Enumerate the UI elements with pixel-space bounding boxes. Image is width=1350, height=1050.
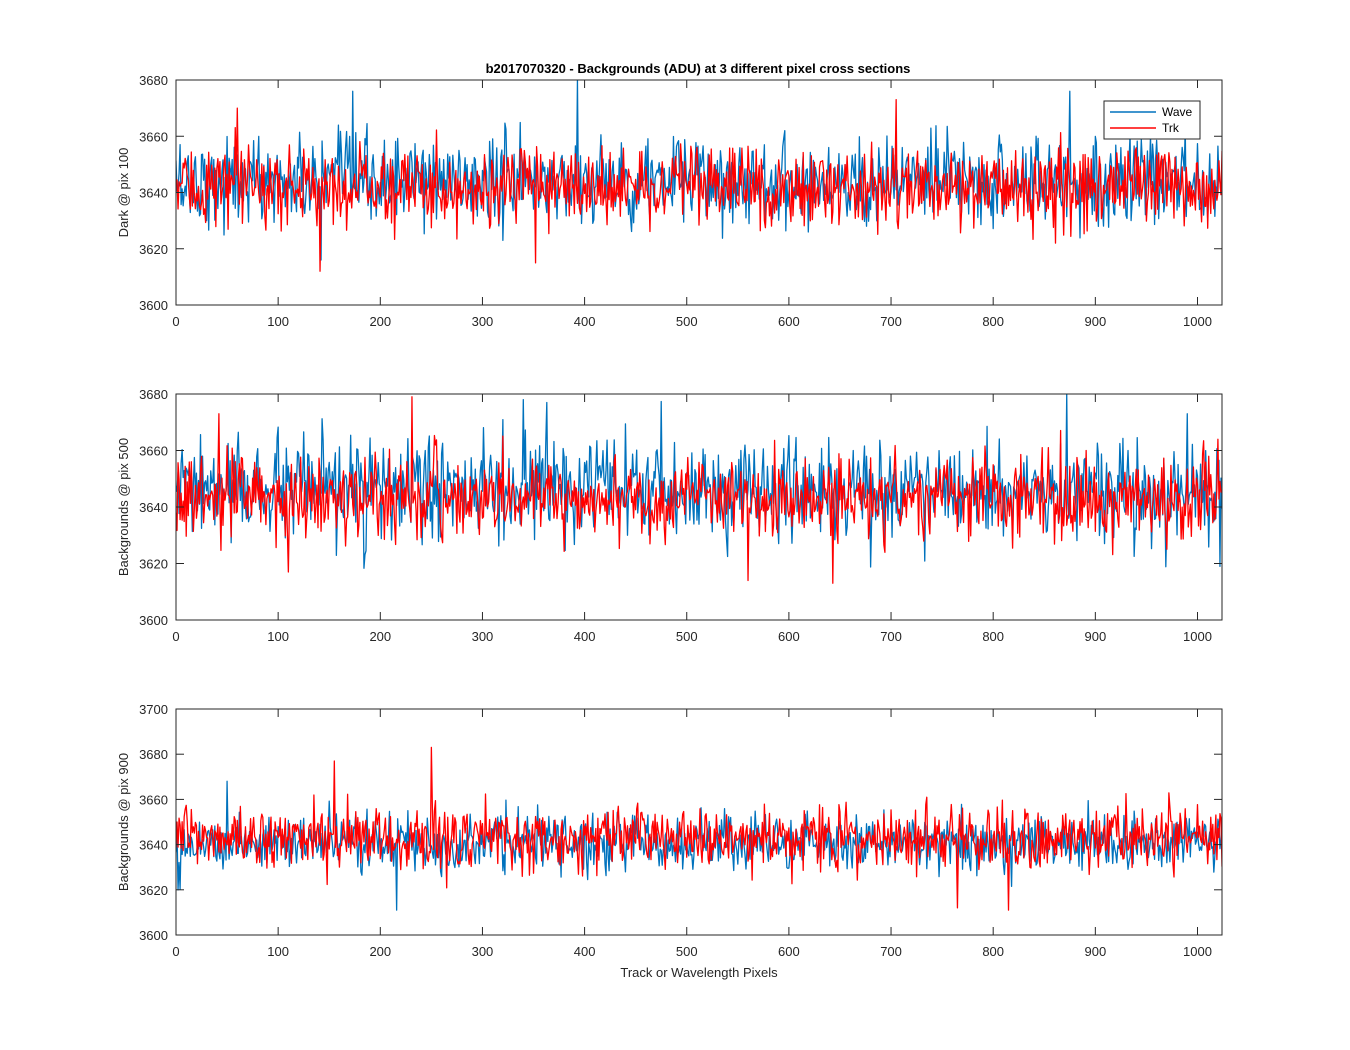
x-tick-label: 300	[472, 944, 494, 959]
x-tick-label: 600	[778, 314, 800, 329]
y-tick-label: 3660	[139, 129, 168, 144]
axes-box	[175, 79, 1223, 306]
x-axis-label: Track or Wavelength Pixels	[620, 965, 778, 980]
y-tick-label: 3640	[139, 838, 168, 853]
x-tick-label: 900	[1084, 314, 1106, 329]
x-tick-label: 700	[880, 314, 902, 329]
x-tick-label: 1000	[1183, 944, 1212, 959]
axes-box	[175, 708, 1223, 936]
x-tick-label: 100	[267, 629, 289, 644]
legend-box	[1103, 100, 1201, 140]
x-tick-label: 700	[880, 944, 902, 959]
y-tick-label: 3680	[139, 747, 168, 762]
x-tick-label: 0	[172, 944, 179, 959]
x-tick-label: 900	[1084, 629, 1106, 644]
series-line-trk	[176, 396, 1222, 584]
x-tick-label: 200	[369, 314, 391, 329]
x-tick-label: 800	[982, 944, 1004, 959]
y-tick-label: 3640	[139, 186, 168, 201]
y-tick-label: 3660	[139, 444, 168, 459]
y-tick-label: 3620	[139, 883, 168, 898]
x-tick-label: 0	[172, 629, 179, 644]
y-axis-label: Backgrounds @ pix 500	[116, 438, 131, 576]
series-line-trk	[176, 99, 1222, 272]
chart-title: b2017070320 - Backgrounds (ADU) at 3 dif…	[486, 61, 911, 76]
y-tick-label: 3640	[139, 500, 168, 515]
x-tick-label: 600	[778, 629, 800, 644]
x-tick-label: 600	[778, 944, 800, 959]
x-tick-label: 100	[267, 314, 289, 329]
x-tick-label: 500	[676, 629, 698, 644]
x-tick-label: 500	[676, 314, 698, 329]
y-axis-label: Backgrounds @ pix 900	[116, 753, 131, 891]
x-tick-label: 0	[172, 314, 179, 329]
x-tick-label: 400	[574, 629, 596, 644]
ticks-layer: 0 100 200 300 400 500 600 700 800 900 1000 3600 3620…	[139, 387, 1222, 644]
ticks-layer: 0 100 200 300 400 500 600 700 800 900 1000 3600 3620…	[139, 73, 1222, 329]
series-layer	[176, 80, 1222, 272]
series-layer	[176, 394, 1222, 584]
x-tick-label: 200	[369, 629, 391, 644]
y-tick-label: 3600	[139, 928, 168, 943]
legend-label-wave: Wave	[1162, 105, 1193, 119]
series-line-trk	[176, 746, 1222, 911]
x-tick-label: 300	[472, 629, 494, 644]
x-tick-label: 1000	[1183, 314, 1212, 329]
x-tick-label: 100	[267, 944, 289, 959]
y-tick-label: 3700	[139, 702, 168, 717]
y-tick-label: 3620	[139, 557, 168, 572]
x-tick-label: 400	[574, 944, 596, 959]
y-tick-label: 3680	[139, 73, 168, 88]
legend: Wave Trk	[1103, 100, 1201, 140]
x-tick-label: 1000	[1183, 629, 1212, 644]
series-line-wave	[176, 394, 1222, 569]
axes-dark-pix-100: 0 100 200 300 400 500 600 700 800 900 1000 3600 3620…	[116, 73, 1223, 329]
x-tick-label: 800	[982, 629, 1004, 644]
y-axis-label: Dark @ pix 100	[116, 148, 131, 238]
x-tick-label: 400	[574, 314, 596, 329]
ticks-layer: 0 100 200 300 400 500 600 700 800 900 1000 3600 3620…	[139, 702, 1222, 959]
x-tick-label: 700	[880, 629, 902, 644]
x-tick-label: 900	[1084, 944, 1106, 959]
x-tick-label: 800	[982, 314, 1004, 329]
axes-box	[175, 393, 1223, 621]
y-tick-label: 3660	[139, 792, 168, 807]
x-tick-label: 500	[676, 944, 698, 959]
y-tick-label: 3600	[139, 613, 168, 628]
x-tick-label: 300	[472, 314, 494, 329]
x-tick-label: 200	[369, 944, 391, 959]
axes-backgrounds-pix-900: 0 100 200 300 400 500 600 700 800 900 1000 3600 3620…	[116, 702, 1223, 959]
legend-label-trk: Trk	[1162, 121, 1180, 135]
axes-backgrounds-pix-500: 0 100 200 300 400 500 600 700 800 900 1000 3600 3620…	[116, 387, 1223, 644]
y-tick-label: 3620	[139, 242, 168, 257]
series-layer	[176, 746, 1222, 911]
y-tick-label: 3680	[139, 387, 168, 402]
y-tick-label: 3600	[139, 298, 168, 313]
